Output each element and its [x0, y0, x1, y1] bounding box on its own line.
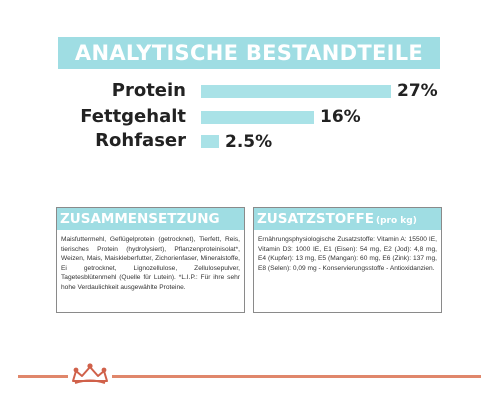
additives-text: Ernährungsphysiologische Zusatzstoffe: V…: [258, 236, 437, 272]
nutrient-bar-protein: [201, 85, 391, 98]
composition-title: ZUSAMMENSETZUNG: [57, 208, 244, 230]
analytics-banner: ANALYTISCHE BESTANDTEILE: [58, 37, 440, 69]
additives-header: ZUSATZSTOFFE (pro kg): [254, 208, 441, 230]
royal-canin-crown-icon: [68, 362, 112, 386]
brand-line-right: [110, 375, 481, 378]
nutrient-bar-rohfaser: [201, 135, 219, 148]
brand-line-left: [18, 375, 78, 378]
nutrient-label-protein: Protein: [111, 80, 186, 101]
additives-subtitle: (pro kg): [375, 216, 417, 226]
nutrient-value-fettgehalt: 16%: [320, 107, 361, 127]
nutrient-label-fettgehalt: Fettgehalt: [80, 106, 186, 127]
nutrient-value-rohfaser: 2.5%: [225, 132, 273, 152]
additives-box: ZUSATZSTOFFE (pro kg) Ernährungsphysiolog…: [253, 207, 442, 313]
composition-box: ZUSAMMENSETZUNG Maisfuttermehl, Geflügel…: [56, 207, 245, 313]
nutrient-bar-fettgehalt: [201, 111, 314, 124]
nutrient-value-protein: 27%: [397, 81, 438, 101]
composition-text: Maisfuttermehl, Geflügelprotein (getrock…: [61, 236, 240, 291]
nutrient-label-rohfaser: Rohfaser: [95, 130, 186, 151]
additives-title: ZUSATZSTOFFE: [257, 211, 374, 227]
